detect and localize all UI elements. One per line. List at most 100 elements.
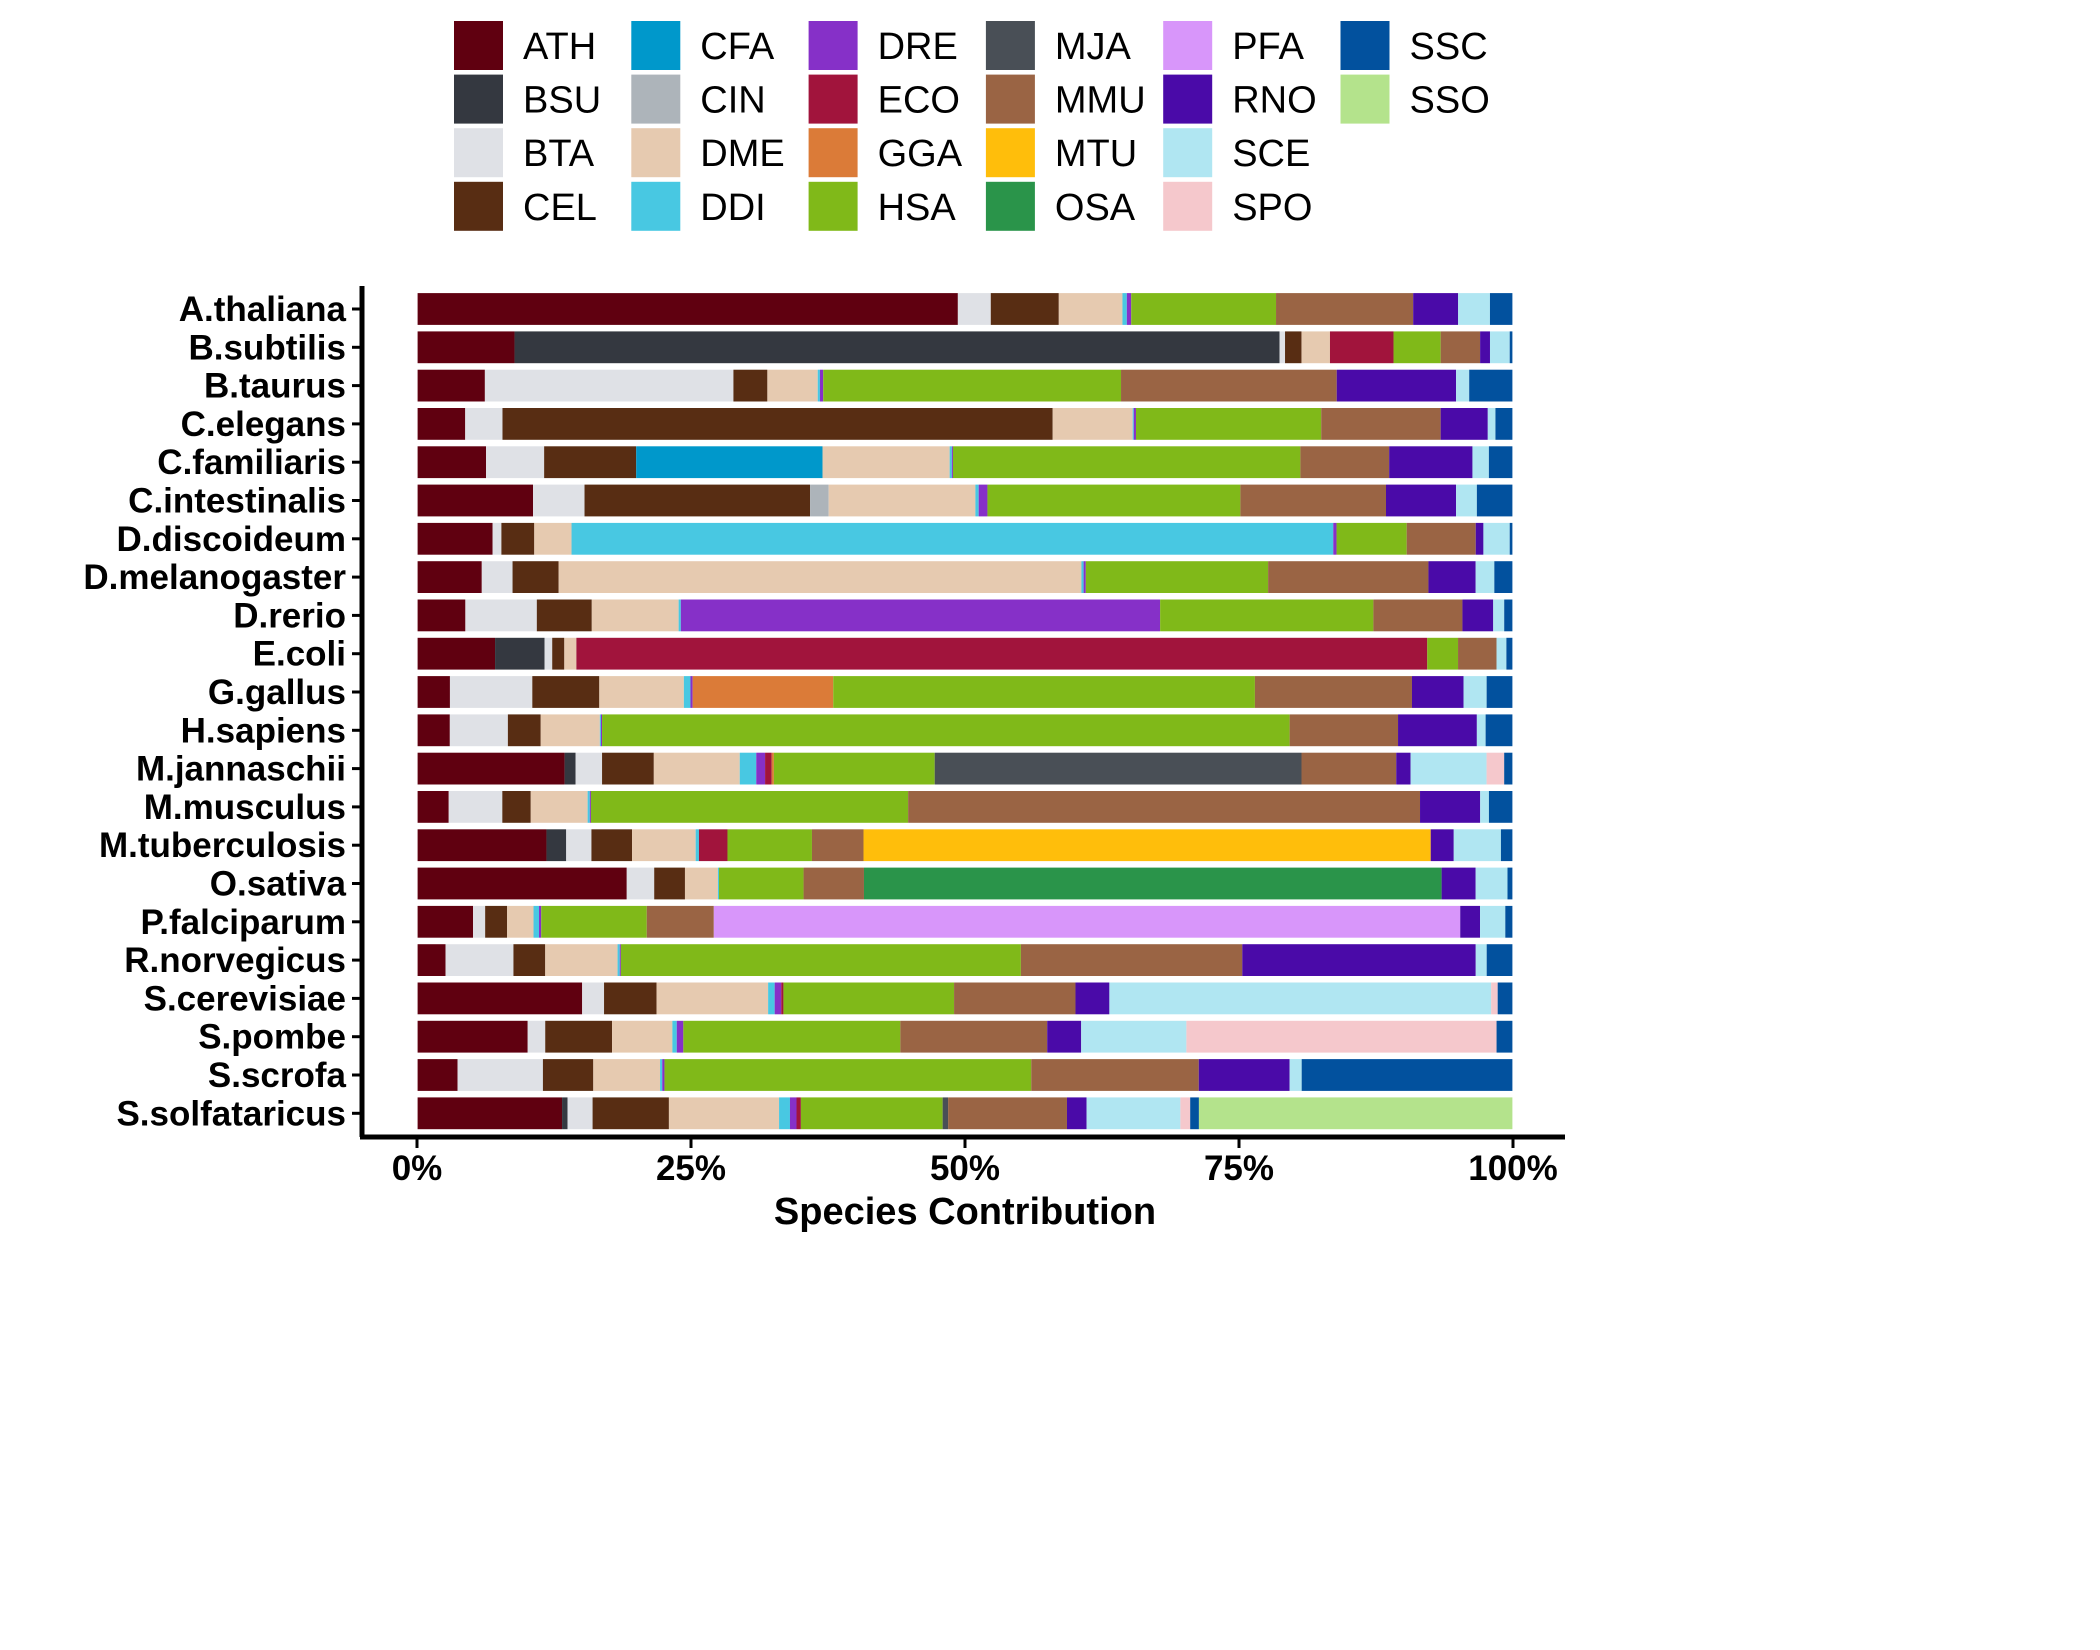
bar-segment-MMU [900,1020,1048,1054]
legend-item-MMU: MMU [985,74,1146,124]
bar-segment-SSC [1301,1058,1513,1092]
legend-swatch [1163,74,1213,124]
legend-item-SSC: SSC [1340,21,1488,70]
legend-item-DRE: DRE [808,21,958,70]
bar-segment-HSA [602,713,1290,747]
bar-segment-CEL [591,828,633,862]
bar-segment-SSO [1198,1096,1513,1130]
bar-segment-CEL [654,867,685,900]
legend-item-CIN: CIN [631,74,766,124]
bar-outline [416,904,1514,939]
legend-label: PFA [1232,26,1304,68]
legend-label: MTU [1055,133,1137,175]
bar-segment-MMU [1276,292,1414,326]
legend-label: CIN [700,80,765,122]
legend-label: DDI [700,187,765,229]
bar-segment-DME [653,752,740,786]
bar-segment-SCE [1475,560,1495,594]
bar-row-C.familiaris [416,445,1514,480]
bar-outline [416,751,1514,786]
bar-segment-GGA [692,675,834,709]
bar-segment-CEL [552,637,565,671]
bar-segment-BTA [465,407,503,441]
bar-segment-ECO [765,752,772,786]
bar-segment-DRE [1126,292,1132,326]
bar-segment-DRE [680,598,1161,632]
bar-segment-BTA [567,1096,593,1130]
bar-segment-DDI [571,522,1334,556]
x-tick-label: 100% [1468,1149,1558,1188]
bar-segment-ECO [781,981,784,1015]
bar-segment-SPO [1180,1096,1191,1130]
bar-segment-DRE [619,943,621,977]
bar-segment-BTA [448,790,503,824]
legend-swatch [808,74,858,124]
bar-segment-CEL [544,445,637,479]
bar-outline [416,1057,1514,1093]
bar-segment-DME [684,867,718,900]
bar-segment-MTU [863,828,1431,862]
legend-label: CEL [523,187,597,229]
bar-outline [416,674,1514,710]
bar-segment-RNO [1460,905,1481,939]
legend-label: CFA [700,26,775,68]
bar-segment-DME [545,943,618,977]
legend-swatch [985,128,1035,178]
bar-segment-DME [828,484,976,517]
y-tick-label: B.subtilis [188,328,346,367]
bar-segment-BTA [582,981,605,1015]
bar-segment-DDI [1132,407,1134,441]
bar-outline [416,828,1514,863]
bar-segment-ATH [417,675,450,709]
bar-segment-CEL [584,484,811,517]
bar-segment-RNO [1398,713,1477,747]
bar-segment-BTA [566,828,592,862]
bar-segment-CEL [602,752,654,786]
y-tick-label: S.cerevisiae [144,979,346,1018]
bar-segment-SSC [1497,981,1513,1015]
bar-segment-BSU [514,330,1280,364]
bar-outline [416,521,1514,556]
bar-segment-SSC [1504,598,1513,632]
stacked-bar-chart: ATH BSU BTA CEL CFA CIN DME DDI DRE ECO GGA HSA MJA M… [83,21,1565,1232]
bar-segment-HSA [683,1020,901,1054]
bar-segment-ECO [698,828,728,862]
bar-segment-RNO [1420,790,1481,824]
bar-segment-CEL [733,369,768,403]
bar-segment-BTA [527,1020,546,1054]
bar-segment-MMU [1406,522,1476,556]
bar-segment-DDI [533,905,540,939]
bar-segment-CEL [512,560,559,594]
bar-segment-CEL [536,598,592,632]
legend-label: ECO [878,80,960,122]
y-tick-label: B.taurus [204,367,346,406]
bar-segment-SCE [1289,1058,1302,1092]
bar-segment-MMU [1240,484,1386,517]
bar-row-P.falciparum [416,904,1514,939]
bar-segment-HSA [1427,637,1459,671]
bar-segment-HSA [664,1058,1032,1092]
bar-segment-DDI [975,484,979,517]
bar-segment-MMU [646,905,714,939]
legend-item-DME: DME [631,128,785,178]
bar-segment-SSC [1190,1096,1199,1130]
bar-segment-DME [599,675,684,709]
bar-segment-MMU [811,828,864,862]
bar-segment-MMU [954,981,1076,1015]
y-tick-label: S.pombe [198,1018,346,1057]
bar-segment-RNO [1411,675,1464,709]
bar-segment-DRE [774,981,782,1015]
legend-swatch [631,74,681,124]
bar-segment-BTA [465,598,537,632]
bar-segment-SCE [1453,828,1501,862]
bar-segment-RNO [1480,330,1490,364]
bar-segment-HSA [833,675,1255,709]
bar-segment-RNO [1441,867,1476,900]
bar-segment-DME [668,1096,780,1130]
bar-row-D.discoideum [416,521,1514,556]
bar-segment-SSC [1485,713,1513,747]
bar-segment-DME [1052,407,1133,441]
bar-outline [416,713,1514,748]
bar-segment-BTA [626,867,655,900]
bar-segment-HSA [620,943,1021,977]
